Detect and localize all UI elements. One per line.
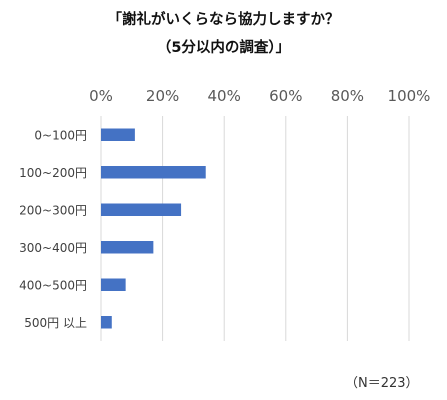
- bar: [101, 128, 135, 141]
- category-label: 500円 以上: [24, 316, 87, 330]
- sample-size-note: （N＝223）: [345, 376, 419, 391]
- bar: [101, 166, 206, 179]
- chart-title-line-1: 「謝礼がいくらなら協力しますか？: [107, 12, 340, 28]
- x-tick-label: 20%: [146, 87, 179, 105]
- category-label: 300~400円: [19, 241, 87, 255]
- x-tick-label: 40%: [208, 87, 241, 105]
- category-label: 100~200円: [19, 166, 87, 180]
- category-label: 0~100円: [34, 128, 87, 142]
- x-tick-label: 60%: [269, 87, 302, 105]
- bar: [101, 203, 182, 216]
- chart-title-line-2: （5分以内の調査）」: [156, 40, 291, 56]
- x-tick-label: 100%: [388, 87, 431, 105]
- category-label: 400~500円: [19, 278, 87, 292]
- x-tick-label: 0%: [89, 87, 113, 105]
- x-tick-label: 80%: [331, 87, 364, 105]
- bar: [101, 278, 126, 291]
- bar: [101, 241, 154, 254]
- bar: [101, 316, 112, 329]
- category-label: 200~300円: [19, 203, 87, 217]
